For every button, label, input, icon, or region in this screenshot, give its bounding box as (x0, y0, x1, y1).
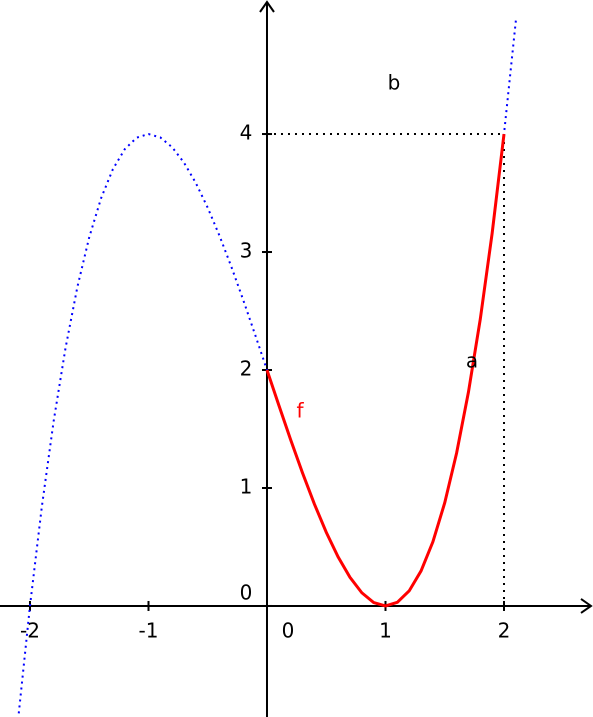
curve (265, 133, 506, 608)
annotation: a (466, 349, 478, 373)
x-tick-label: 2 (498, 618, 511, 642)
y-tick-label: 3 (240, 239, 253, 263)
y-tick-label: 0 (240, 580, 253, 604)
x-axis-arrow (580, 598, 593, 614)
y-tick-label: 4 (240, 121, 253, 145)
x-tick-label: -1 (139, 618, 159, 642)
y-tick-label: 1 (240, 474, 253, 498)
annotation: b (388, 71, 401, 95)
y-tick-label: 2 (240, 357, 253, 381)
curve-label: f (296, 399, 304, 423)
x-tick-label: 1 (379, 618, 392, 642)
y-axis-arrow (259, 0, 275, 13)
x-tick-label: 0 (282, 618, 295, 642)
x-tick-label: -2 (20, 618, 40, 642)
